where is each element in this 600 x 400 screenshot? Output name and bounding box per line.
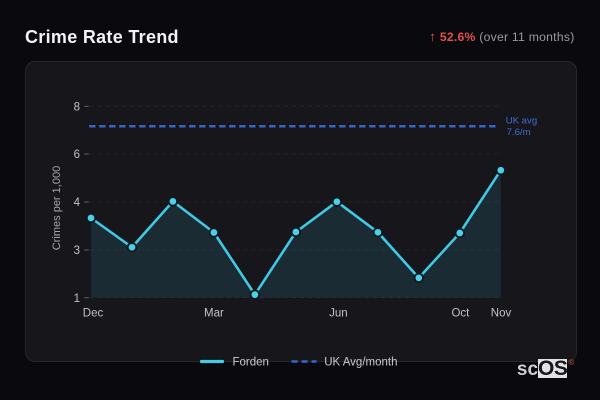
svg-text:UK Avg/month: UK Avg/month (324, 357, 397, 369)
svg-text:3: 3 (74, 245, 80, 257)
svg-text:UK avg: UK avg (506, 115, 537, 126)
svg-text:1: 1 (74, 293, 80, 305)
svg-text:Jun: Jun (329, 308, 348, 320)
svg-text:7.6/m: 7.6/m (507, 127, 531, 138)
svg-text:Oct: Oct (451, 308, 470, 320)
svg-text:8: 8 (74, 101, 80, 113)
svg-text:Nov: Nov (491, 308, 512, 320)
svg-text:Dec: Dec (83, 308, 104, 320)
svg-text:Crimes per 1,000: Crimes per 1,000 (51, 166, 63, 250)
svg-text:Forden: Forden (233, 357, 269, 369)
svg-text:Mar: Mar (204, 308, 224, 320)
svg-text:6: 6 (74, 149, 80, 161)
svg-text:4: 4 (74, 197, 81, 209)
